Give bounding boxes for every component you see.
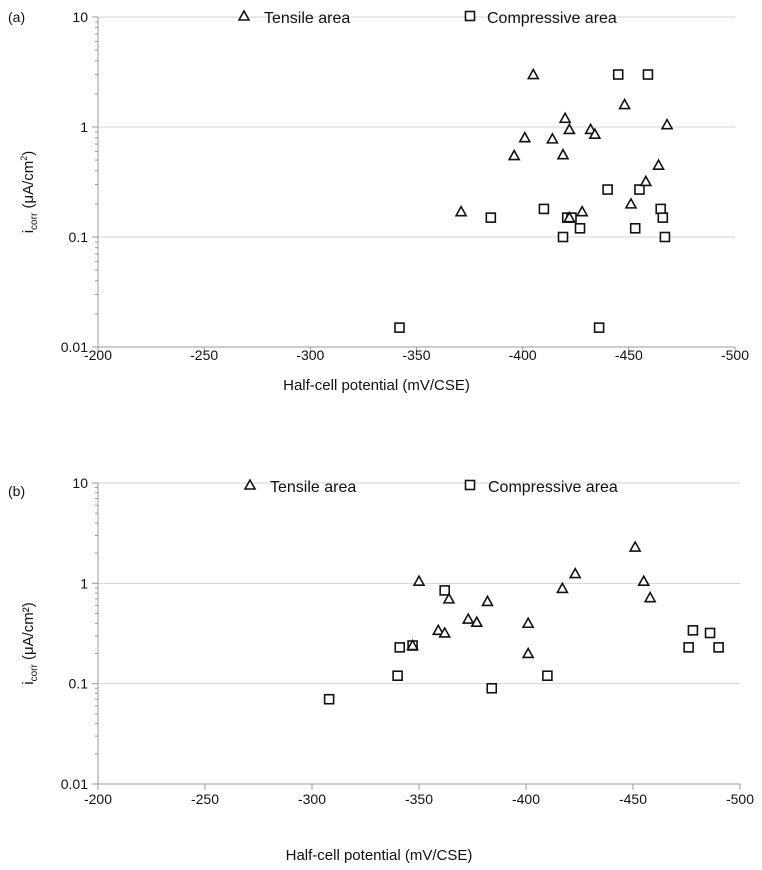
data-point-square bbox=[542, 670, 553, 682]
x-tick-label: -450 bbox=[619, 791, 647, 807]
data-point-square bbox=[485, 212, 497, 223]
data-point-square bbox=[704, 627, 716, 639]
y-tick-label: 0.01 bbox=[61, 776, 88, 792]
data-point-triangle bbox=[461, 612, 475, 624]
chart-panel-b: -200 -250 -300 -350 -400 -450 -500 0.01 0.1 1 10 (b… bbox=[8, 475, 754, 864]
data-point-square bbox=[557, 231, 569, 243]
series-tensile-area bbox=[406, 540, 657, 659]
x-tick-label: -250 bbox=[190, 347, 218, 363]
data-point-square bbox=[323, 693, 335, 705]
legend-label-tensile: Tensile area bbox=[264, 10, 350, 27]
y-tick-label: 1 bbox=[80, 119, 88, 135]
data-point-triangle bbox=[558, 111, 572, 124]
data-point-triangle bbox=[521, 616, 535, 629]
data-point-triangle bbox=[643, 591, 657, 603]
data-point-square bbox=[612, 69, 624, 80]
data-point-triangle bbox=[652, 158, 665, 170]
legend-marker-triangle bbox=[243, 478, 257, 490]
data-point-triangle bbox=[639, 174, 653, 187]
x-tick-label: -200 bbox=[84, 347, 112, 363]
x-tick-label: -350 bbox=[405, 791, 433, 807]
data-point-square bbox=[538, 203, 550, 215]
x-axis-title: Half-cell potential (mV/CSE) bbox=[286, 847, 473, 864]
data-point-triangle bbox=[518, 131, 532, 143]
data-point-triangle bbox=[442, 592, 456, 604]
data-point-triangle bbox=[556, 148, 570, 160]
data-point-triangle bbox=[481, 594, 494, 607]
data-point-square bbox=[392, 670, 403, 682]
data-point-square bbox=[439, 585, 450, 596]
y-tick-label: 1 bbox=[80, 575, 88, 591]
data-point-square bbox=[394, 642, 406, 653]
legend-label-compressive: Compressive area bbox=[488, 479, 618, 496]
x-tick-label: -400 bbox=[509, 347, 537, 363]
data-point-triangle bbox=[412, 574, 426, 587]
legend-marker-square bbox=[464, 10, 476, 22]
x-tick-label: -200 bbox=[84, 791, 112, 807]
data-point-square bbox=[486, 682, 498, 694]
data-point-square bbox=[634, 184, 645, 195]
data-point-triangle bbox=[438, 626, 452, 638]
x-tick-label: -400 bbox=[512, 791, 540, 807]
legend: Tensile area Compressive area bbox=[237, 9, 617, 27]
panel-label: (a) bbox=[8, 9, 25, 25]
data-point-square bbox=[659, 231, 671, 243]
data-point-square bbox=[683, 642, 694, 653]
series-compressive-area bbox=[323, 585, 724, 705]
data-point-triangle bbox=[470, 615, 484, 627]
data-point-square bbox=[657, 212, 669, 223]
data-point-triangle bbox=[628, 540, 642, 552]
data-point-triangle bbox=[563, 210, 576, 223]
data-point-triangle bbox=[660, 118, 674, 130]
panel-label: (b) bbox=[8, 483, 25, 499]
data-point-triangle bbox=[624, 197, 638, 209]
x-tick-label: -500 bbox=[721, 347, 749, 363]
data-point-square bbox=[687, 625, 699, 636]
data-point-square bbox=[602, 184, 613, 195]
data-point-triangle bbox=[563, 122, 576, 135]
legend: Tensile area Compressive area bbox=[243, 478, 618, 496]
y-axis-title: icorr (μA/cm2) bbox=[19, 151, 40, 234]
y-tick-label: 10 bbox=[72, 475, 88, 491]
legend-label-compressive: Compressive area bbox=[487, 10, 617, 27]
data-point-triangle bbox=[526, 67, 540, 80]
data-point-square bbox=[394, 322, 405, 333]
y-tick-label: 0.1 bbox=[69, 229, 89, 245]
data-point-triangle bbox=[507, 148, 521, 161]
x-tick-label: -300 bbox=[296, 347, 324, 363]
x-tick-label: -250 bbox=[191, 791, 219, 807]
legend-label-tensile: Tensile area bbox=[270, 479, 356, 496]
data-point-triangle bbox=[588, 127, 602, 140]
data-point-square bbox=[574, 222, 586, 234]
y-tick-label: 0.01 bbox=[61, 339, 88, 355]
data-point-square bbox=[593, 322, 605, 333]
x-tick-label: -350 bbox=[402, 347, 430, 363]
y-tick-label: 10 bbox=[72, 9, 88, 25]
data-point-triangle bbox=[406, 638, 419, 651]
y-tick-label: 0.1 bbox=[69, 676, 89, 692]
data-point-square bbox=[629, 222, 641, 234]
data-point-triangle bbox=[618, 97, 631, 110]
data-point-triangle bbox=[431, 623, 445, 636]
x-tick-label: -450 bbox=[615, 347, 643, 363]
data-point-triangle bbox=[521, 646, 535, 659]
data-point-square bbox=[655, 203, 666, 215]
data-point-triangle bbox=[454, 205, 468, 217]
data-point-triangle bbox=[568, 566, 582, 579]
data-point-triangle bbox=[637, 574, 651, 587]
legend-marker-square bbox=[464, 479, 476, 491]
series-tensile-area bbox=[454, 67, 674, 223]
x-tick-label: -500 bbox=[726, 791, 754, 807]
chart-panel-a: -200 -250 -300 -350 -400 -450 -500 0.01 0.1 1 10 (a… bbox=[8, 9, 749, 394]
data-point-square bbox=[713, 642, 724, 653]
legend-marker-triangle bbox=[237, 9, 251, 21]
y-axis-title: icorr (μA/cm²) bbox=[20, 602, 40, 685]
data-point-triangle bbox=[546, 132, 559, 144]
data-point-triangle bbox=[575, 205, 589, 217]
x-axis-title: Half-cell potential (mV/CSE) bbox=[283, 377, 470, 394]
data-point-triangle bbox=[556, 581, 569, 594]
data-point-square bbox=[642, 69, 654, 80]
x-tick-label: -300 bbox=[298, 791, 326, 807]
